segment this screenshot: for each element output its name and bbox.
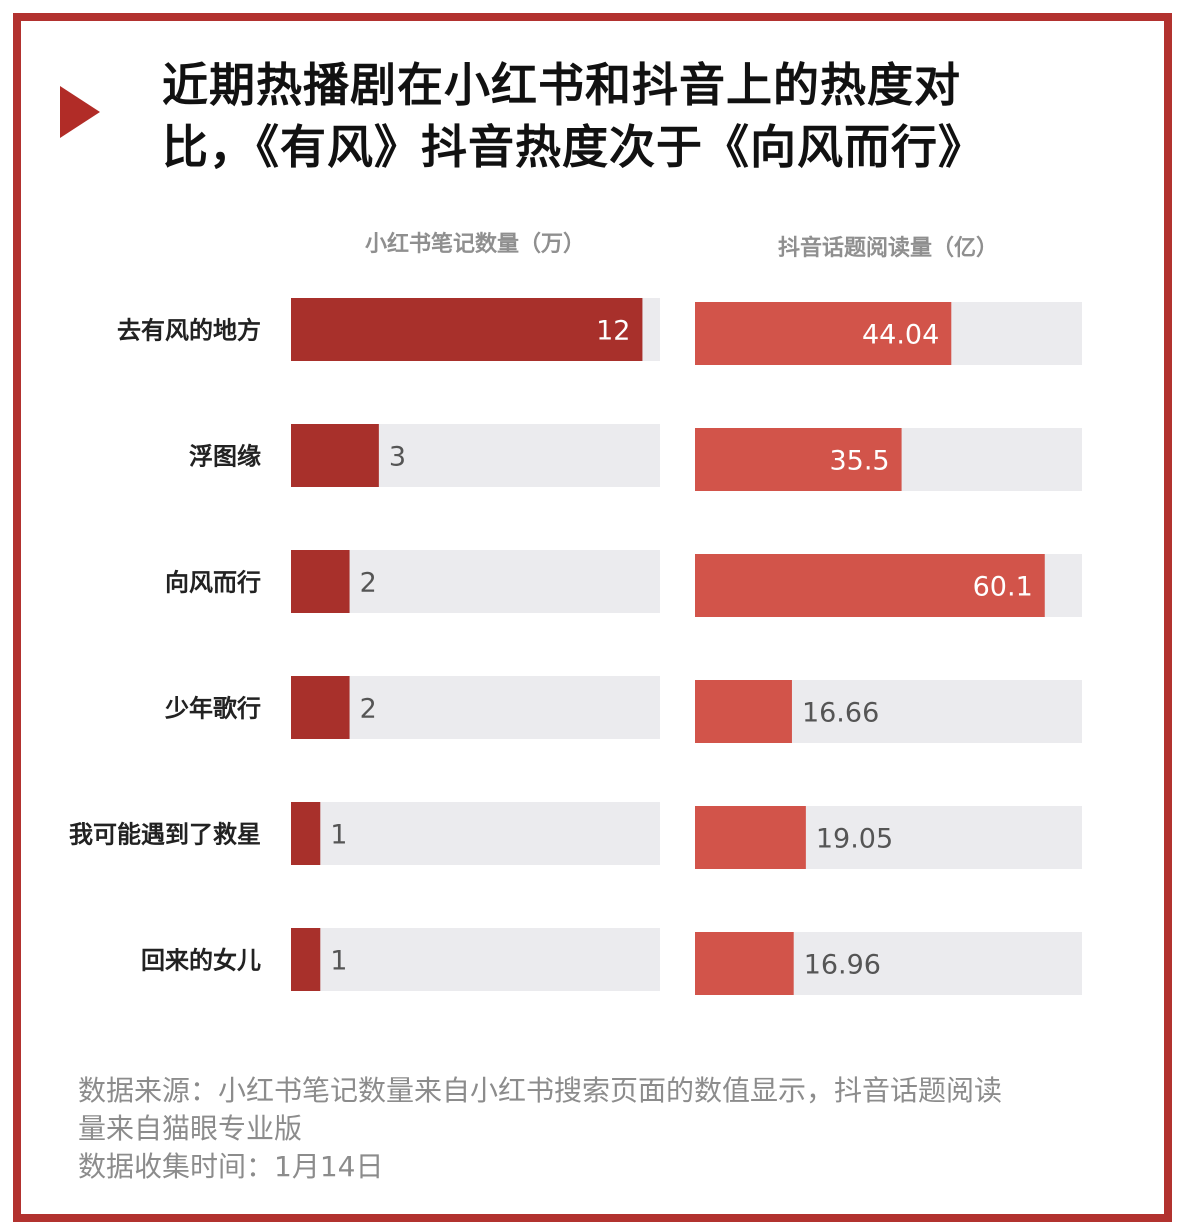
left-bar-track [291, 802, 660, 865]
footer-source-line-2: 量来自猫眼专业版 [78, 1112, 303, 1145]
right-series-header: 抖音话题阅读量（亿） [777, 236, 998, 261]
left-bar-value-label: 1 [330, 820, 347, 851]
left-bar-track [291, 550, 660, 613]
footer-date-line: 数据收集时间：1月14日 [78, 1150, 384, 1183]
right-bar-value-label: 16.96 [804, 950, 881, 981]
left-bar-track [291, 928, 660, 991]
title-marker-icon [60, 86, 100, 138]
left-bar [291, 802, 321, 865]
left-bar [291, 424, 379, 487]
chart-title: 近期热播剧在小红书和抖音上的热度对 比，《有风》抖音热度次于《向风而行》 [162, 54, 1122, 178]
footer-source-line-1: 数据来源：小红书笔记数量来自小红书搜索页面的数值显示，抖音话题阅读 [78, 1074, 1003, 1107]
right-bar [695, 302, 952, 365]
footer-notes: 数据来源：小红书笔记数量来自小红书搜索页面的数值显示，抖音话题阅读 量来自猫眼专… [78, 1072, 1138, 1186]
title-line-1: 近期热播剧在小红书和抖音上的热度对 [162, 58, 961, 112]
right-bar [695, 428, 902, 491]
left-bar [291, 298, 643, 361]
left-bar [291, 676, 350, 739]
right-bar-value-label: 19.05 [816, 824, 893, 855]
left-series-header: 小红书笔记数量（万） [364, 232, 585, 257]
right-bar-value-label: 44.04 [862, 320, 939, 351]
left-bar-value-label: 2 [360, 694, 377, 725]
right-bar-value-label: 60.1 [973, 572, 1033, 603]
right-bar [695, 680, 792, 743]
title-line-2: 比，《有风》抖音热度次于《向风而行》 [162, 120, 985, 174]
outer-frame [13, 13, 1172, 1222]
left-bar [291, 928, 321, 991]
category-label: 向风而行 [165, 569, 261, 597]
right-bar [695, 806, 806, 869]
bar-chart: 去有风的地方 12 44.04 浮图缘 3 35.5 向风而行 2 60.1 少年歌行 2 16.66… [69, 298, 1082, 995]
left-bar-value-label: 12 [596, 316, 630, 347]
category-label: 少年歌行 [164, 695, 261, 723]
category-label: 我可能遇到了救星 [69, 821, 261, 849]
category-label: 去有风的地方 [117, 317, 261, 345]
left-bar [291, 550, 350, 613]
left-bar-track [291, 676, 660, 739]
left-bar-value-label: 3 [389, 442, 406, 473]
right-bar-value-label: 35.5 [829, 446, 889, 477]
left-bar-value-label: 2 [360, 568, 377, 599]
left-bar-value-label: 1 [330, 946, 347, 977]
category-label: 浮图缘 [189, 443, 261, 471]
category-label: 回来的女儿 [141, 947, 261, 975]
right-bar-value-label: 16.66 [802, 698, 879, 729]
right-bar [695, 932, 794, 995]
right-bar [695, 554, 1045, 617]
